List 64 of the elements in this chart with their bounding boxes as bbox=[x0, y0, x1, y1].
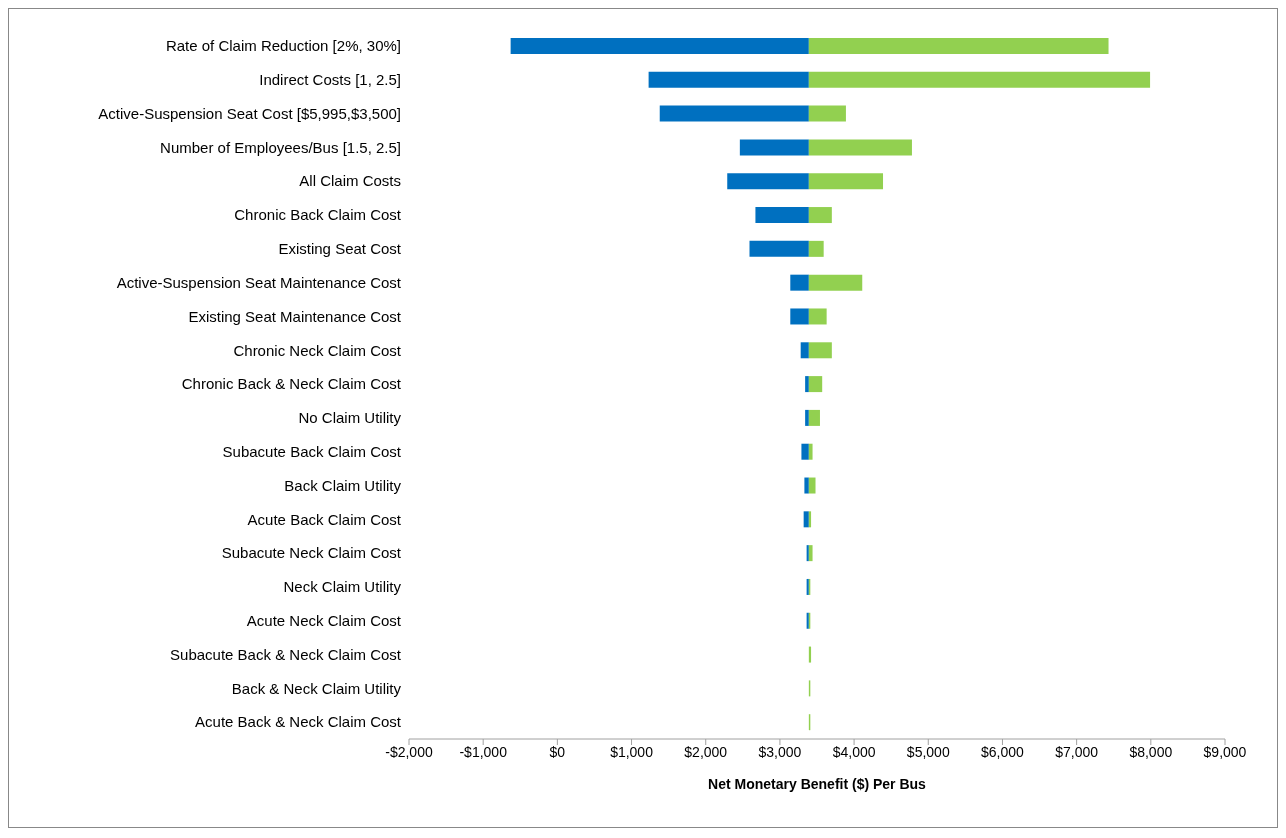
bar bbox=[808, 240, 824, 257]
x-tick-label: $9,000 bbox=[1203, 743, 1247, 760]
x-tick-label: $2,000 bbox=[684, 743, 728, 760]
x-tick-label: -$1,000 bbox=[459, 743, 508, 760]
bar bbox=[739, 139, 809, 156]
y-tick-label: All Claim Costs bbox=[299, 172, 401, 190]
x-tick-label: $6,000 bbox=[981, 743, 1025, 760]
y-tick-label: Acute Neck Claim Cost bbox=[246, 611, 402, 629]
y-tick-label: Number of Employees/Bus [1.5, 2.5] bbox=[160, 138, 401, 156]
bar bbox=[808, 207, 832, 224]
bar bbox=[659, 105, 809, 122]
y-tick-label: Back & Neck Claim Utility bbox=[231, 679, 402, 697]
x-tick-label: $8,000 bbox=[1129, 743, 1173, 760]
y-tick-label: Active-Suspension Seat Cost [$5,995,$3,500] bbox=[98, 104, 401, 122]
bar bbox=[808, 71, 1151, 88]
bar bbox=[648, 71, 809, 88]
y-tick-label: Chronic Neck Claim Cost bbox=[233, 341, 402, 359]
y-tick-label: Subacute Back & Neck Claim Cost bbox=[170, 645, 402, 663]
y-tick-label: Existing Seat Cost bbox=[278, 240, 402, 258]
bar bbox=[808, 38, 1109, 54]
bar bbox=[808, 443, 813, 460]
bar bbox=[808, 105, 846, 122]
x-axis-title: Net Monetary Benefit ($) Per Bus bbox=[708, 776, 927, 792]
x-tick-label: $7,000 bbox=[1055, 743, 1099, 760]
y-tick-label: Rate of Claim Reduction [2%, 30%] bbox=[165, 37, 401, 55]
y-tick-label: Indirect Costs [1, 2.5] bbox=[259, 71, 401, 89]
y-tick-label: Subacute Neck Claim Cost bbox=[221, 544, 402, 562]
bar bbox=[790, 274, 809, 291]
x-tick-label: $5,000 bbox=[906, 743, 950, 760]
y-tick-label: Acute Back & Neck Claim Cost bbox=[195, 713, 402, 731]
y-tick-label: Neck Claim Utility bbox=[283, 578, 402, 596]
x-tick-label: $1,000 bbox=[610, 743, 654, 760]
bar bbox=[808, 274, 863, 291]
y-tick-label: No Claim Utility bbox=[298, 409, 402, 427]
bar bbox=[808, 139, 912, 156]
y-tick-label: Chronic Back Claim Cost bbox=[234, 206, 402, 224]
bar bbox=[808, 342, 832, 359]
bar bbox=[808, 477, 816, 494]
bar bbox=[727, 173, 809, 190]
bar bbox=[808, 308, 827, 325]
y-tick-label: Subacute Back Claim Cost bbox=[222, 442, 402, 460]
bar bbox=[800, 342, 809, 359]
y-tick-label: Existing Seat Maintenance Cost bbox=[188, 307, 402, 325]
x-tick-label: $4,000 bbox=[832, 743, 876, 760]
y-tick-label: Active-Suspension Seat Maintenance Cost bbox=[116, 273, 402, 291]
x-tick-label: $3,000 bbox=[758, 743, 802, 760]
bar bbox=[808, 376, 823, 393]
bar bbox=[805, 409, 809, 426]
x-tick-label: $0 bbox=[549, 743, 566, 760]
y-tick-label: Back Claim Utility bbox=[284, 476, 402, 494]
y-tick-label: Acute Back Claim Cost bbox=[247, 510, 402, 528]
x-tick-label: -$2,000 bbox=[385, 743, 433, 760]
bar bbox=[808, 173, 884, 190]
bar bbox=[749, 240, 809, 257]
bar bbox=[510, 38, 809, 54]
y-tick-label: Chronic Back & Neck Claim Cost bbox=[181, 375, 402, 393]
bar bbox=[790, 308, 809, 325]
bar bbox=[801, 443, 809, 460]
bar bbox=[804, 477, 809, 494]
bar bbox=[808, 409, 820, 426]
bar bbox=[755, 207, 809, 224]
bar bbox=[808, 545, 813, 562]
bar bbox=[803, 511, 809, 528]
bar bbox=[805, 376, 809, 393]
